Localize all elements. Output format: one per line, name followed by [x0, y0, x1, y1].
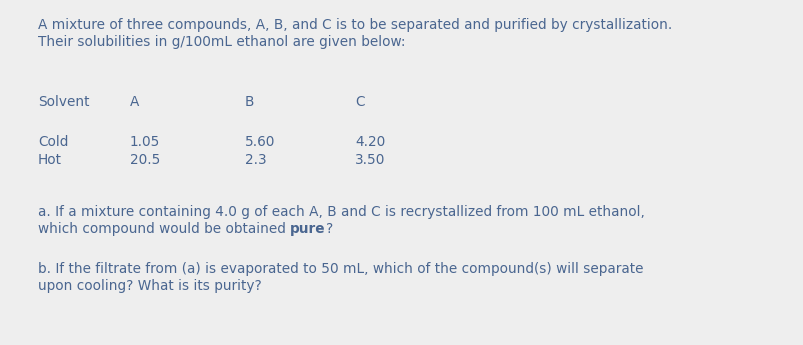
Text: 5.60: 5.60: [245, 135, 275, 149]
Text: a. If a mixture containing 4.0 g of each A, B and C is recrystallized from 100 m: a. If a mixture containing 4.0 g of each…: [38, 205, 644, 219]
Text: b. If the filtrate from (a) is evaporated to 50 mL, which of the compound(s) wil: b. If the filtrate from (a) is evaporate…: [38, 262, 642, 276]
Text: A mixture of three compounds, A, B, and C is to be separated and purified by cry: A mixture of three compounds, A, B, and …: [38, 18, 671, 32]
Text: upon cooling? What is its purity?: upon cooling? What is its purity?: [38, 279, 262, 293]
Text: C: C: [355, 95, 364, 109]
Text: which compound would be obtained: which compound would be obtained: [38, 222, 290, 236]
Text: ?: ?: [325, 222, 332, 236]
Text: 20.5: 20.5: [130, 153, 160, 167]
Text: Hot: Hot: [38, 153, 62, 167]
Text: 3.50: 3.50: [355, 153, 385, 167]
Text: Their solubilities in g/100mL ethanol are given below:: Their solubilities in g/100mL ethanol ar…: [38, 35, 405, 49]
Text: 1.05: 1.05: [130, 135, 160, 149]
Text: 2.3: 2.3: [245, 153, 267, 167]
Text: Cold: Cold: [38, 135, 68, 149]
Text: 4.20: 4.20: [355, 135, 385, 149]
Text: A: A: [130, 95, 139, 109]
Text: pure: pure: [290, 222, 325, 236]
Text: Solvent: Solvent: [38, 95, 89, 109]
Text: B: B: [245, 95, 254, 109]
